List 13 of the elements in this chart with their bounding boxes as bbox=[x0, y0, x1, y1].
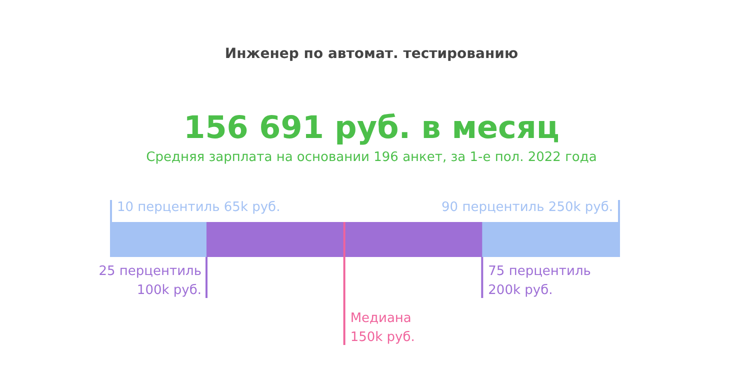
data-label: 65k руб. bbox=[224, 200, 280, 215]
category-label: 10 перцентиль bbox=[117, 200, 220, 215]
category-label: 25 перцентиль bbox=[98, 264, 202, 279]
text: 156 691 руб. в месяц bbox=[182, 110, 560, 146]
category-label: 75 перцентиль bbox=[488, 264, 591, 279]
data-label: 200k руб. bbox=[488, 283, 553, 298]
text: Инженер по автомат. тестированию bbox=[224, 46, 520, 62]
data-label: 100k руб. bbox=[136, 283, 202, 298]
category-label: 90 перцентиль bbox=[442, 200, 544, 215]
text: Средняя зарплата на основании 196 анкет, за 1-е пол. 2022 года bbox=[145, 150, 598, 165]
category-label: Медиана bbox=[350, 311, 412, 326]
data-label: 250k руб. bbox=[548, 200, 613, 215]
data-label: 150k руб. bbox=[350, 330, 415, 345]
